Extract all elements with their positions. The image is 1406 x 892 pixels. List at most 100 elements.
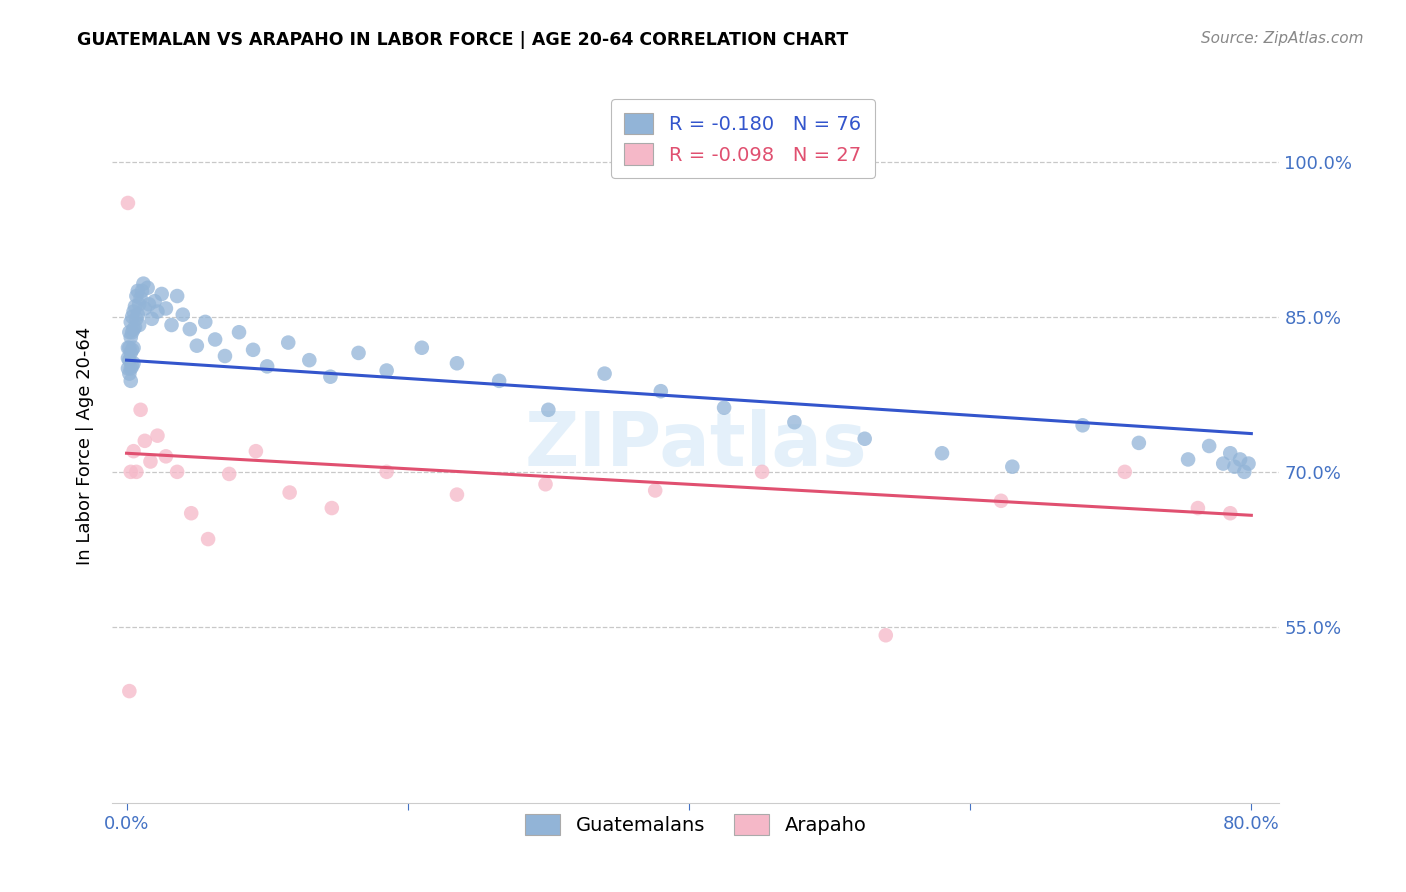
Point <box>875 628 897 642</box>
Point <box>650 384 672 399</box>
Point <box>150 287 173 301</box>
Point <box>186 339 208 353</box>
Point <box>122 322 145 336</box>
Point <box>204 333 226 347</box>
Text: Source: ZipAtlas.com: Source: ZipAtlas.com <box>1201 31 1364 46</box>
Point <box>120 315 142 329</box>
Point <box>146 304 169 318</box>
Point <box>118 367 141 381</box>
Point <box>1198 439 1220 453</box>
Point <box>1219 446 1241 460</box>
Text: ZIPatlas: ZIPatlas <box>524 409 868 483</box>
Point <box>127 284 149 298</box>
Point <box>129 291 152 305</box>
Point <box>931 446 953 460</box>
Point <box>214 349 236 363</box>
Point <box>534 477 557 491</box>
Point <box>853 432 876 446</box>
Point <box>488 374 510 388</box>
Point <box>118 325 141 339</box>
Point <box>155 301 177 316</box>
Point <box>375 465 398 479</box>
Point <box>122 341 145 355</box>
Point <box>118 684 141 698</box>
Point <box>131 284 153 298</box>
Point <box>245 444 267 458</box>
Point <box>125 311 148 326</box>
Point <box>134 434 156 448</box>
Point <box>1219 506 1241 520</box>
Point <box>128 318 150 332</box>
Point <box>124 299 146 313</box>
Point <box>134 301 156 316</box>
Point <box>122 444 145 458</box>
Point <box>122 304 145 318</box>
Point <box>1233 465 1256 479</box>
Point <box>166 289 188 303</box>
Point <box>121 343 143 357</box>
Point <box>537 402 560 417</box>
Point <box>120 465 142 479</box>
Point <box>118 341 141 355</box>
Point <box>120 374 142 388</box>
Point <box>990 493 1012 508</box>
Point <box>1187 501 1209 516</box>
Point <box>120 361 142 376</box>
Point <box>121 359 143 374</box>
Point <box>228 325 250 339</box>
Point <box>132 277 155 291</box>
Point <box>136 281 159 295</box>
Point <box>256 359 278 374</box>
Point <box>129 402 152 417</box>
Point <box>146 428 169 442</box>
Point <box>172 308 194 322</box>
Point <box>122 356 145 370</box>
Point <box>194 315 217 329</box>
Point <box>277 335 299 350</box>
Point <box>166 465 188 479</box>
Text: GUATEMALAN VS ARAPAHO IN LABOR FORCE | AGE 20-64 CORRELATION CHART: GUATEMALAN VS ARAPAHO IN LABOR FORCE | A… <box>77 31 849 49</box>
Point <box>1114 465 1136 479</box>
Point <box>1001 459 1024 474</box>
Point <box>127 308 149 322</box>
Point <box>120 330 142 344</box>
Point <box>124 320 146 334</box>
Point <box>1128 436 1150 450</box>
Point <box>125 465 148 479</box>
Point <box>179 322 201 336</box>
Point <box>1223 459 1246 474</box>
Point <box>242 343 264 357</box>
Point <box>298 353 321 368</box>
Point <box>1229 452 1251 467</box>
Point <box>141 311 163 326</box>
Point <box>160 318 183 332</box>
Point <box>713 401 735 415</box>
Point <box>155 450 177 464</box>
Point <box>117 351 139 365</box>
Point <box>783 415 806 429</box>
Point <box>197 532 219 546</box>
Point <box>278 485 301 500</box>
Point <box>118 353 141 368</box>
Point <box>117 341 139 355</box>
Point <box>117 361 139 376</box>
Point <box>143 294 166 309</box>
Point <box>125 289 148 303</box>
Point <box>751 465 773 479</box>
Point <box>120 346 142 360</box>
Point <box>121 325 143 339</box>
Point <box>121 310 143 324</box>
Point <box>138 297 160 311</box>
Point <box>347 346 370 360</box>
Point <box>117 196 139 211</box>
Point <box>1177 452 1199 467</box>
Point <box>128 297 150 311</box>
Point <box>1071 418 1094 433</box>
Point <box>593 367 616 381</box>
Point <box>446 356 468 370</box>
Point <box>321 501 343 516</box>
Legend: Guatemalans, Arapaho: Guatemalans, Arapaho <box>517 806 875 843</box>
Point <box>319 369 342 384</box>
Point <box>180 506 202 520</box>
Point <box>411 341 433 355</box>
